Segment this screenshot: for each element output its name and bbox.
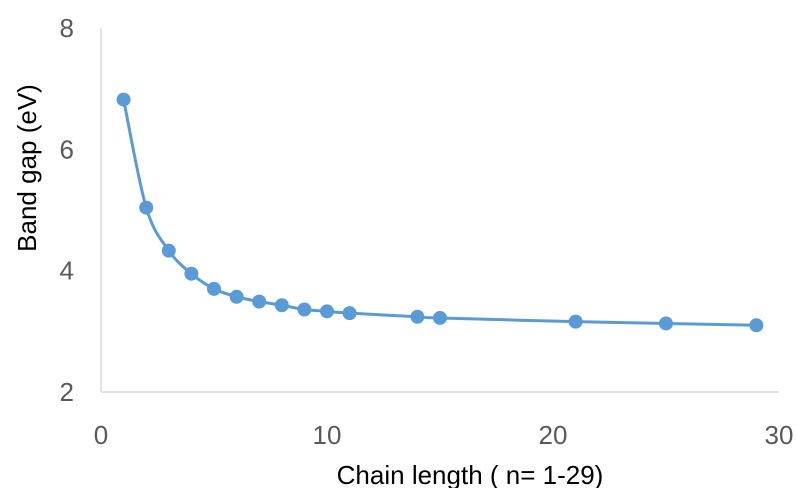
x-tick-label: 0	[94, 420, 108, 450]
x-tick-label: 30	[765, 420, 794, 450]
y-tick-label: 4	[60, 256, 74, 286]
data-point	[252, 294, 267, 309]
x-axis-title: Chain length ( n= 1-29)	[337, 460, 604, 488]
data-point	[139, 200, 154, 215]
y-tick-label: 8	[60, 13, 74, 43]
y-tick-label: 6	[60, 134, 74, 164]
axes	[100, 28, 779, 393]
y-tick-labels: 2 4 6 8	[60, 13, 74, 407]
data-point	[342, 306, 357, 321]
x-tick-labels: 0 10 20 30	[94, 420, 794, 450]
data-point	[433, 310, 447, 325]
x-tick-label: 10	[313, 420, 342, 450]
series-points	[116, 92, 764, 333]
data-point	[207, 281, 221, 296]
y-axis-title: Band gap (eV)	[12, 84, 42, 252]
data-point	[659, 316, 673, 331]
data-point	[116, 92, 131, 107]
x-tick-label: 20	[539, 420, 568, 450]
data-point	[229, 289, 244, 304]
data-point	[161, 243, 176, 258]
data-point	[749, 318, 764, 333]
data-point	[274, 298, 289, 313]
data-point	[297, 302, 312, 317]
data-point	[184, 266, 199, 281]
data-point	[568, 314, 583, 329]
data-point	[320, 304, 334, 319]
y-tick-label: 2	[60, 377, 74, 407]
data-point	[410, 309, 425, 324]
